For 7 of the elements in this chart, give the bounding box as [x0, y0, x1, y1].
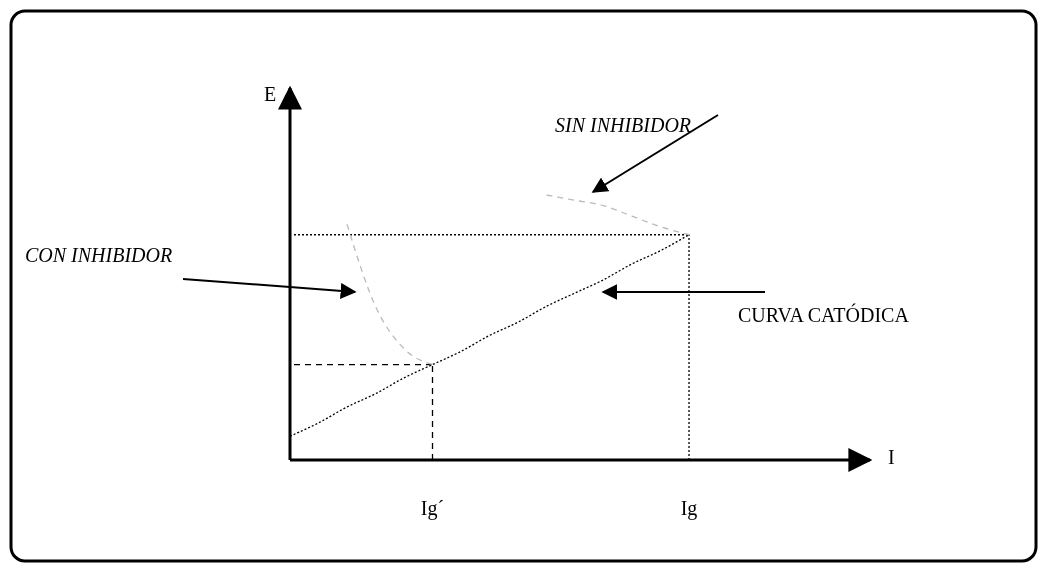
annotation: CURVA CATÓDICA: [738, 303, 910, 326]
y-axis-title: E: [263, 83, 277, 105]
x-tick-label: Ig: [680, 497, 698, 520]
x-axis-title: I: [888, 446, 895, 468]
text: SIN INHIBIDOR: [555, 114, 692, 136]
text: CON INHIBIDOR: [25, 244, 173, 266]
x-tick-label: Ig´: [420, 497, 445, 520]
